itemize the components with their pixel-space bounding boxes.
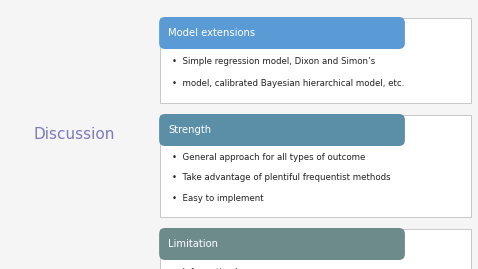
FancyBboxPatch shape: [160, 229, 471, 269]
Text: •  Easy to implement: • Easy to implement: [172, 194, 264, 203]
Text: •  model, calibrated Bayesian hierarchical model, etc.: • model, calibrated Bayesian hierarchica…: [172, 79, 404, 88]
Text: •  Simple regression model, Dixon and Simon’s: • Simple regression model, Dixon and Sim…: [172, 57, 375, 66]
Text: Limitation: Limitation: [168, 239, 218, 249]
Text: Model extensions: Model extensions: [168, 28, 255, 38]
FancyBboxPatch shape: [159, 114, 405, 146]
FancyBboxPatch shape: [159, 228, 405, 260]
Text: •  Take advantage of plentiful frequentist methods: • Take advantage of plentiful frequentis…: [172, 174, 391, 182]
FancyBboxPatch shape: [160, 18, 471, 103]
Text: Strength: Strength: [168, 125, 211, 135]
Text: •  Information loss: • Information loss: [172, 268, 252, 269]
Text: Discussion: Discussion: [33, 127, 115, 142]
Text: •  General approach for all types of outcome: • General approach for all types of outc…: [172, 153, 366, 162]
FancyBboxPatch shape: [160, 115, 471, 217]
FancyBboxPatch shape: [159, 17, 405, 49]
